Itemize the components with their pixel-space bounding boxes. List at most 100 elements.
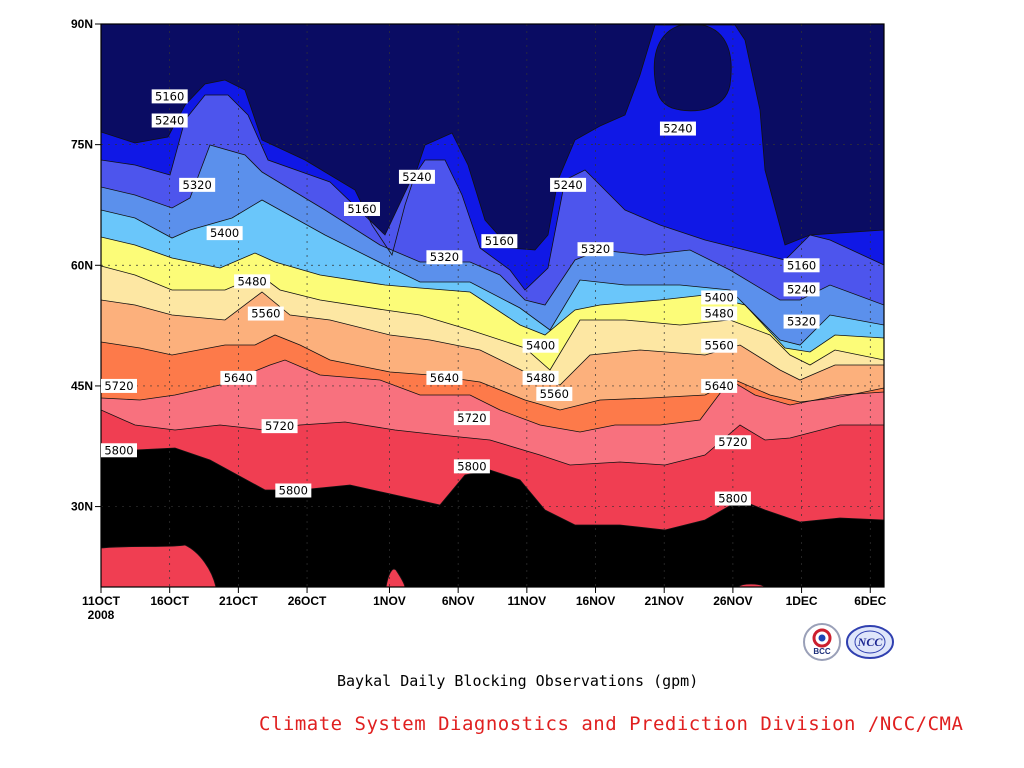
- contour-label-box: [536, 386, 573, 401]
- contour-label-text: 5800: [104, 443, 133, 457]
- y-tick-label: 45N: [71, 379, 93, 393]
- warm-core-west: [101, 544, 217, 587]
- contour-label-text: 5160: [155, 89, 184, 103]
- contour-label-text: 5720: [718, 435, 747, 449]
- contour-label-box: [522, 370, 559, 385]
- contour-line-10: [101, 409, 884, 466]
- contour-label-text: 5560: [705, 339, 734, 353]
- contour-label-text: 5320: [787, 315, 816, 329]
- contour-label-text: 5400: [705, 290, 734, 304]
- contour-label-text: 5560: [251, 307, 280, 321]
- axis-ticks: 90N 75N 60N 45N 30N 11OCT 16OCT 21OCT 26OCT 1NOV 6…: [71, 17, 887, 622]
- x-tick-label: 11NOV: [507, 594, 546, 608]
- contour-labels: 5160 5240 5320 5400 5480 5560 5640 5720 5800 5720…: [101, 89, 820, 506]
- contour-label-box: [701, 306, 738, 321]
- contour-label-text: 5720: [104, 379, 133, 393]
- credit-line: Climate System Diagnostics and Predictio…: [259, 713, 964, 735]
- contour-label: 5800: [714, 491, 751, 506]
- contour-label-box: [453, 459, 490, 474]
- contour-label: 5560: [701, 338, 738, 353]
- contour-label: 5480: [234, 274, 271, 289]
- x-tick-label: 21OCT: [219, 594, 258, 608]
- contour-label-box: [426, 250, 463, 265]
- contour-label: 5160: [344, 201, 380, 216]
- contour-label-box: [151, 113, 188, 128]
- contour-label: 5480: [701, 306, 738, 321]
- contour-label-text: 5800: [718, 492, 747, 506]
- x-tick-label: 1DEC: [786, 594, 818, 608]
- contour-label-text: 5560: [540, 387, 569, 401]
- contour-label: 5240: [783, 282, 820, 297]
- contour-label-text: 5240: [155, 114, 184, 128]
- contour-line-5: [101, 236, 884, 353]
- contour-label-box: [714, 491, 751, 506]
- contour-label-text: 5240: [402, 170, 431, 184]
- x-tick-label: 6DEC: [854, 594, 886, 608]
- contour-label: 5160: [783, 258, 820, 273]
- contour-label-box: [206, 226, 243, 241]
- contour-label: 5400: [701, 290, 738, 305]
- contour-label: 5320: [179, 177, 216, 192]
- contour-label-text: 5320: [581, 242, 610, 256]
- contour-label-box: [701, 290, 738, 305]
- contour-label: 5800: [101, 443, 137, 458]
- contour-label: 5160: [151, 89, 188, 104]
- ncc-logo-text: NCC: [857, 635, 884, 649]
- contour-label-box: [701, 378, 738, 393]
- contour-label-text: 5720: [457, 411, 486, 425]
- contour-label-box: [398, 169, 435, 184]
- contour-label: 5480: [522, 370, 559, 385]
- contour-label-text: 5800: [457, 459, 486, 473]
- plot-frame: [100, 23, 885, 588]
- x-tick-label: 11OCT: [82, 594, 121, 608]
- contour-label: 5240: [659, 121, 696, 136]
- contour-label-text: 5240: [663, 122, 692, 136]
- y-tick-label: 30N: [71, 500, 93, 514]
- contour-lines: [101, 24, 884, 531]
- contour-label: 5800: [453, 459, 490, 474]
- y-tick-label: 90N: [71, 17, 93, 31]
- contour-label-text: 5480: [526, 371, 555, 385]
- contour-band-11: [101, 448, 884, 587]
- contour-label-box: [522, 338, 559, 353]
- bcc-logo: BCC: [803, 623, 841, 661]
- contour-label: 5320: [783, 314, 820, 329]
- x-tick-label: 21NOV: [645, 594, 684, 608]
- contour-line-2: [101, 94, 884, 291]
- contour-label: 5720: [261, 419, 298, 434]
- contour-label-box: [577, 242, 614, 257]
- contour-label: 5720: [453, 411, 490, 426]
- contour-label-text: 5400: [526, 339, 555, 353]
- chart-title: Baykal Daily Blocking Observations (gpm): [337, 672, 699, 690]
- contour-label-box: [783, 258, 820, 273]
- contour-label-box: [101, 443, 137, 458]
- contour-label: 5400: [206, 226, 243, 241]
- contour-label-text: 5160: [787, 258, 816, 272]
- contour-label-box: [261, 419, 298, 434]
- contour-label: 5800: [275, 483, 312, 498]
- contour-label-box: [426, 370, 463, 385]
- x-tick-label: 6NOV: [442, 594, 475, 608]
- contour-label-text: 5800: [279, 483, 308, 497]
- contour-label-text: 5240: [553, 178, 582, 192]
- contour-label-box: [234, 274, 271, 289]
- contour-label-text: 5160: [485, 234, 514, 248]
- closed-cell-north: [653, 24, 732, 112]
- contour-label: 5560: [247, 306, 284, 321]
- x-tick-label: 16OCT: [150, 594, 189, 608]
- x-tick-label: 1NOV: [373, 594, 406, 608]
- contour-label-box: [783, 314, 820, 329]
- contour-label-text: 5240: [787, 282, 816, 296]
- contour-line-11: [101, 447, 884, 531]
- contour-label: 5320: [426, 250, 463, 265]
- contour-label-box: [701, 338, 738, 353]
- contour-label-box: [453, 411, 490, 426]
- contour-label-box: [550, 177, 587, 192]
- bcc-logo-text: BCC: [813, 647, 831, 656]
- warm-core-mid: [385, 568, 406, 587]
- contour-label-text: 5320: [430, 250, 459, 264]
- x-year-label: 2008: [88, 608, 115, 622]
- contour-label-text: 5640: [224, 371, 253, 385]
- contour-label: 5240: [398, 169, 435, 184]
